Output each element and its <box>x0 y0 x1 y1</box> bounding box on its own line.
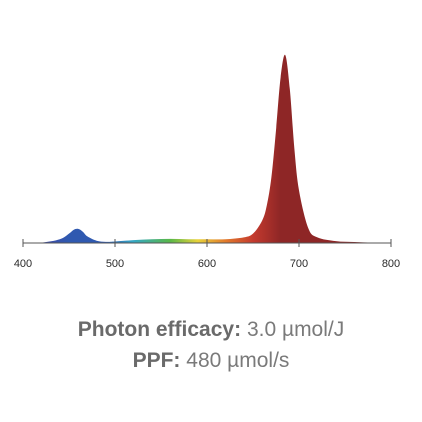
photon-efficacy-line: Photon efficacy: 3.0 µmol/J <box>0 314 422 345</box>
x-axis-tick-label: 400 <box>14 258 32 270</box>
x-axis-tick-label: 800 <box>382 258 400 270</box>
x-axis-tick-label: 500 <box>106 258 124 270</box>
spec-summary: Photon efficacy: 3.0 µmol/J PPF: 480 µmo… <box>0 314 422 376</box>
spectrum-area <box>23 54 391 243</box>
x-axis-tick-labels: 400 500 600 700 800 <box>14 258 400 270</box>
ppf-value: 480 µmol/s <box>186 349 290 372</box>
photon-efficacy-label: Photon efficacy: <box>77 318 242 341</box>
x-axis <box>22 239 392 247</box>
x-axis-tick-label: 600 <box>198 258 216 270</box>
spectrum-area-layer <box>23 54 391 243</box>
spectrum-chart: 400 500 600 700 800 <box>14 54 400 270</box>
photon-efficacy-value: 3.0 µmol/J <box>246 318 345 341</box>
x-axis-tick-label: 700 <box>290 258 308 270</box>
ppf-line: PPF: 480 µmol/s <box>0 345 422 376</box>
ppf-label: PPF: <box>132 349 181 372</box>
